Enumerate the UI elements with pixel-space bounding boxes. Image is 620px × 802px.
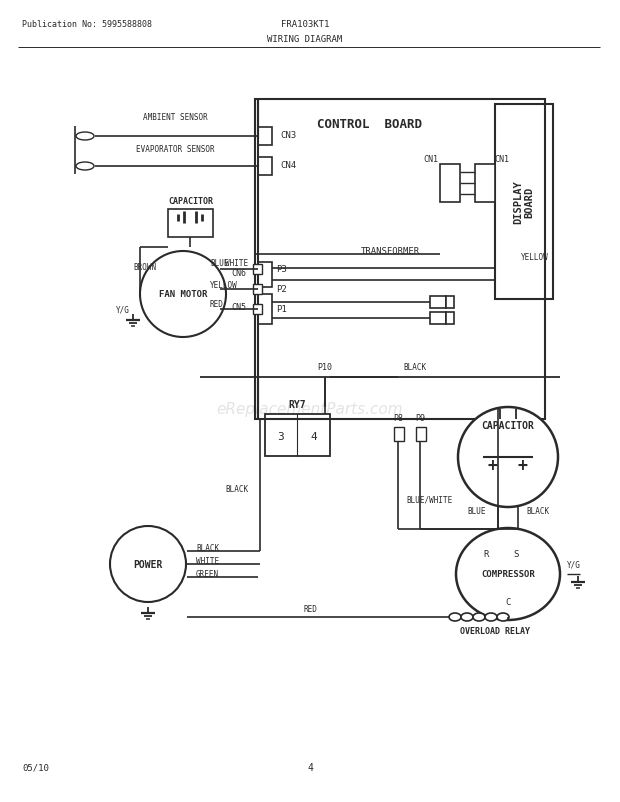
Circle shape [140, 252, 226, 338]
Ellipse shape [461, 614, 473, 622]
Bar [253, 305, 262, 314]
Bar [475, 164, 495, 203]
Text: +: + [488, 456, 498, 475]
Text: COMPRESSOR: COMPRESSOR [481, 569, 535, 579]
Text: OVERLOAD RELAY: OVERLOAD RELAY [460, 626, 530, 636]
Text: P8: P8 [393, 414, 403, 423]
Text: FRA103KT1: FRA103KT1 [281, 20, 329, 29]
Bar [258, 263, 272, 288]
Text: YELLOW: YELLOW [210, 280, 237, 290]
Ellipse shape [76, 133, 94, 141]
Bar [258, 158, 272, 176]
Text: CN5: CN5 [231, 303, 246, 312]
Text: 3: 3 [278, 431, 285, 441]
Text: BLACK: BLACK [196, 544, 219, 553]
Bar [394, 427, 404, 441]
Text: P9: P9 [415, 414, 425, 423]
Bar [253, 265, 262, 274]
Text: RED: RED [303, 605, 317, 614]
Text: BLUE/WHITE: BLUE/WHITE [407, 495, 453, 504]
Ellipse shape [456, 529, 560, 620]
Text: RED: RED [210, 300, 224, 309]
Text: Publication No: 5995588808: Publication No: 5995588808 [22, 20, 152, 29]
Text: CN1: CN1 [423, 154, 438, 164]
Ellipse shape [473, 614, 485, 622]
Text: DISPLAY
BOARD: DISPLAY BOARD [513, 180, 535, 224]
Text: 4: 4 [311, 431, 317, 441]
Bar [446, 297, 454, 309]
Bar [430, 313, 446, 325]
Bar [255, 100, 545, 419]
Bar [495, 105, 553, 300]
Text: FAN MOTOR: FAN MOTOR [159, 290, 207, 299]
Text: P2: P2 [276, 286, 286, 294]
Text: AMBIENT SENSOR: AMBIENT SENSOR [143, 113, 207, 123]
Text: R: R [484, 550, 489, 559]
Text: BLACK: BLACK [526, 507, 549, 516]
Circle shape [458, 407, 558, 508]
Text: BROWN: BROWN [134, 262, 157, 271]
Text: BLACK: BLACK [404, 363, 427, 372]
Text: TRANSFORMER: TRANSFORMER [360, 247, 420, 256]
Bar [265, 415, 330, 456]
Text: 4: 4 [307, 762, 313, 772]
Text: CAPACITOR: CAPACITOR [168, 197, 213, 206]
Text: BLUE: BLUE [467, 507, 486, 516]
Text: EVAPORATOR SENSOR: EVAPORATOR SENSOR [136, 145, 215, 154]
Text: CN1: CN1 [494, 154, 509, 164]
Text: 05/10: 05/10 [22, 763, 49, 772]
Text: S: S [513, 550, 519, 559]
Text: CAPACITOR: CAPACITOR [482, 420, 534, 431]
Text: YELLOW: YELLOW [521, 252, 549, 261]
Text: POWER: POWER [133, 559, 162, 569]
Bar [440, 164, 460, 203]
Text: WHITE: WHITE [225, 259, 248, 268]
Text: BLACK: BLACK [226, 485, 249, 494]
Text: CN4: CN4 [280, 160, 296, 169]
Ellipse shape [449, 614, 461, 622]
Ellipse shape [485, 614, 497, 622]
Text: RY7: RY7 [289, 399, 306, 410]
Bar [258, 128, 272, 146]
Text: CN3: CN3 [280, 131, 296, 140]
Text: WHITE: WHITE [196, 557, 219, 565]
Text: GREEN: GREEN [196, 569, 219, 579]
Text: Y/G: Y/G [567, 560, 581, 569]
Text: P1: P1 [276, 305, 286, 314]
Text: CN6: CN6 [231, 268, 246, 277]
Text: BLUE: BLUE [210, 259, 229, 268]
Bar [446, 313, 454, 325]
Text: CONTROL  BOARD: CONTROL BOARD [317, 119, 422, 132]
Text: P10: P10 [317, 363, 332, 372]
Bar [416, 427, 426, 441]
Text: Y/G: Y/G [116, 305, 130, 314]
Text: WIRING DIAGRAM: WIRING DIAGRAM [267, 35, 343, 44]
Ellipse shape [497, 614, 509, 622]
Text: P3: P3 [276, 265, 286, 274]
Ellipse shape [76, 163, 94, 171]
Bar [258, 294, 272, 325]
Bar [168, 210, 213, 237]
Text: +: + [518, 456, 528, 475]
Bar [430, 297, 446, 309]
Circle shape [110, 526, 186, 602]
Text: C: C [505, 597, 511, 607]
Bar [253, 285, 262, 294]
Text: eReplacementParts.com: eReplacementParts.com [216, 402, 404, 417]
